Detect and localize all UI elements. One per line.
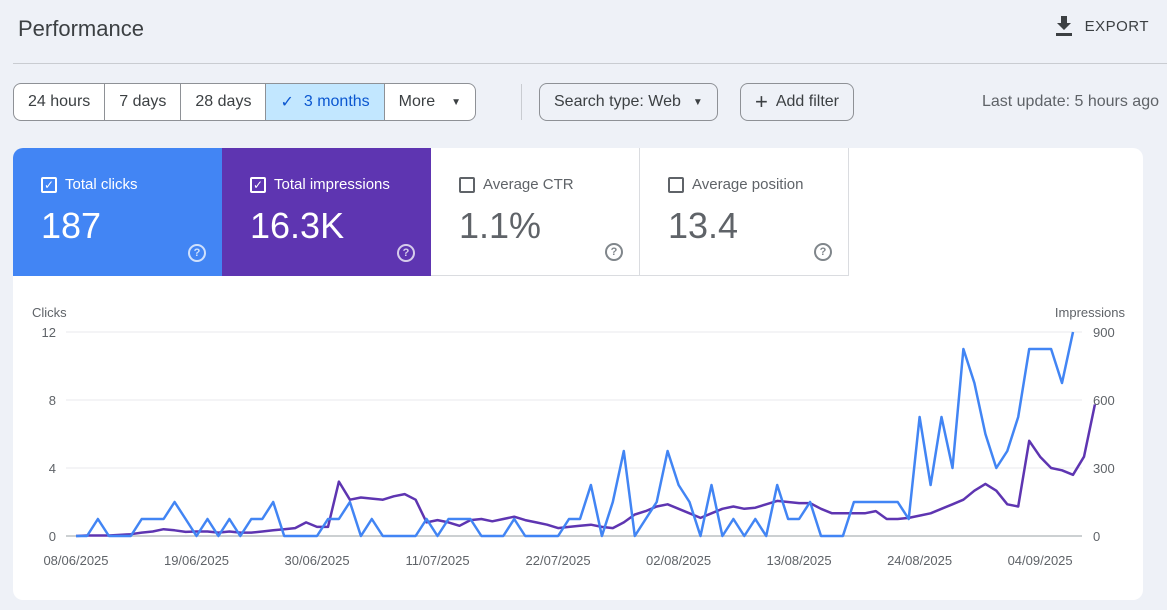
search-type-label: Search type: Web [554, 93, 681, 110]
range-28-days[interactable]: 28 days [181, 84, 267, 120]
left-tick-label: 8 [49, 393, 56, 408]
export-label: EXPORT [1084, 17, 1149, 35]
right-tick-label: 300 [1093, 461, 1115, 476]
left-tick-label: 0 [49, 529, 56, 544]
range-label: More [398, 93, 436, 110]
date-range-selector: 24 hours 7 days 28 days ✓ 3 months More ▼ [13, 83, 477, 121]
checkbox-checked-icon[interactable]: ✓ [250, 176, 266, 193]
left-axis-label: Clicks [32, 305, 67, 320]
card-label: Total clicks [65, 176, 138, 193]
divider [13, 63, 1167, 64]
x-tick-label: 22/07/2025 [526, 553, 591, 568]
range-more[interactable]: More ▼ [385, 84, 475, 120]
help-icon[interactable]: ? [397, 244, 415, 262]
range-label: 3 months [303, 93, 370, 110]
right-tick-label: 0 [1093, 529, 1100, 544]
divider [521, 84, 522, 120]
clicks-line [76, 331, 1075, 538]
checkbox-unchecked-icon[interactable] [668, 176, 684, 193]
help-icon[interactable]: ? [605, 243, 623, 261]
page-title: Performance [18, 16, 144, 41]
card-average-ctr[interactable]: Average CTR 1.1% ? [431, 148, 640, 276]
card-average-position[interactable]: Average position 13.4 ? [640, 148, 849, 276]
card-total-impressions[interactable]: ✓ Total impressions 16.3K ? [222, 148, 431, 276]
left-tick-label: 12 [42, 325, 56, 340]
export-button[interactable]: EXPORT [1055, 16, 1149, 36]
check-icon: ✓ [280, 94, 294, 111]
right-tick-label: 900 [1093, 325, 1115, 340]
performance-chart: Clicks Impressions 0 0 4 300 8 600 12 900 08/06/… [32, 305, 1126, 568]
right-tick-label: 600 [1093, 393, 1115, 408]
checkbox-unchecked-icon[interactable] [459, 176, 475, 193]
download-icon [1055, 16, 1072, 36]
x-tick-label: 04/09/2025 [1008, 553, 1073, 568]
plus-icon: + [755, 89, 768, 114]
dropdown-arrow-icon: ▼ [692, 96, 703, 108]
dropdown-arrow-icon: ▼ [451, 96, 462, 108]
right-axis-label: Impressions [1055, 305, 1126, 320]
last-update: Last update: 5 hours ago [981, 93, 1159, 110]
card-value: 16.3K [250, 205, 345, 246]
impressions-line [75, 404, 1097, 538]
help-icon[interactable]: ? [188, 244, 206, 262]
card-label: Average position [692, 176, 804, 193]
card-total-clicks[interactable]: ✓ Total clicks 187 ? [13, 148, 222, 276]
add-filter-button[interactable]: + Add filter [740, 83, 854, 121]
card-value: 187 [41, 205, 102, 246]
x-tick-label: 11/07/2025 [405, 553, 469, 568]
x-tick-label: 19/06/2025 [164, 553, 229, 568]
x-tick-label: 08/06/2025 [43, 553, 108, 568]
help-icon[interactable]: ? [814, 243, 832, 261]
x-tick-label: 02/08/2025 [646, 553, 711, 568]
range-24-hours[interactable]: 24 hours [14, 84, 106, 120]
card-label: Total impressions [274, 176, 390, 193]
card-value: 1.1% [459, 205, 542, 246]
card-value: 13.4 [668, 205, 739, 246]
card-label: Average CTR [483, 176, 574, 193]
x-tick-label: 30/06/2025 [284, 553, 349, 568]
search-type-dropdown[interactable]: Search type: Web ▼ [539, 83, 718, 121]
add-filter-label: Add filter [775, 93, 839, 110]
x-tick-label: 24/08/2025 [887, 553, 952, 568]
checkbox-checked-icon[interactable]: ✓ [41, 176, 57, 193]
performance-panel: ✓ Total clicks 187 ? ✓ Total impressions 1… [13, 148, 1143, 600]
range-7-days[interactable]: 7 days [105, 84, 182, 120]
left-tick-label: 4 [49, 461, 56, 476]
x-tick-label: 13/08/2025 [767, 553, 832, 568]
range-3-months[interactable]: ✓ 3 months [266, 84, 385, 120]
